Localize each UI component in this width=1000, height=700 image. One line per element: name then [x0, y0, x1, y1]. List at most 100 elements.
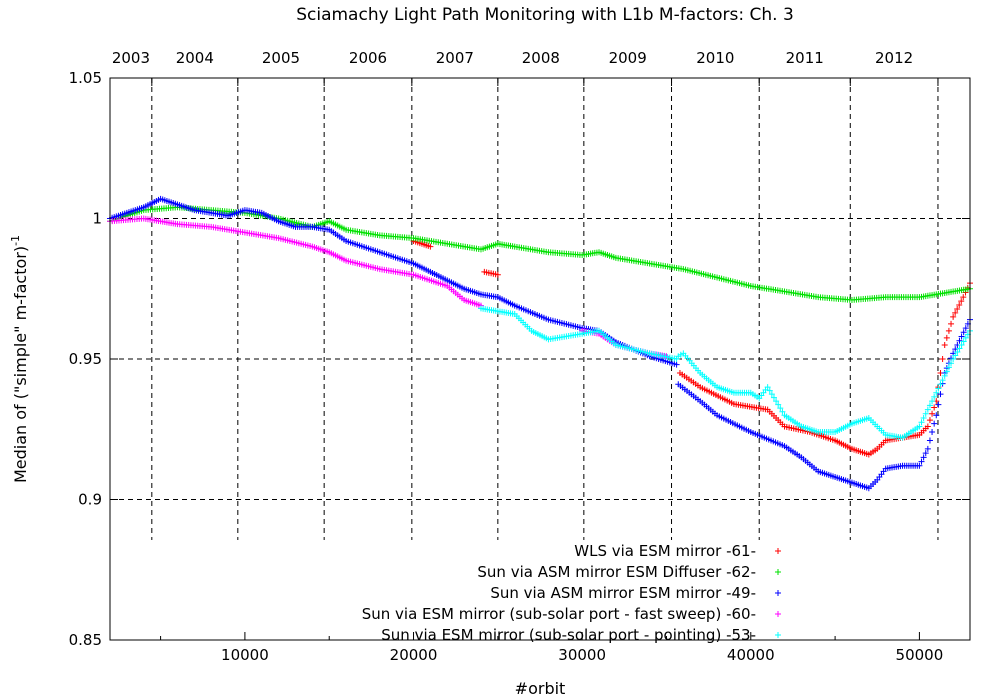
- data-point: [675, 353, 682, 360]
- data-point: [941, 372, 948, 379]
- plot-frame: [109, 77, 971, 641]
- data-point: [775, 632, 781, 638]
- data-point: [929, 410, 936, 417]
- data-point: [935, 385, 942, 392]
- data-point: [775, 590, 781, 596]
- data-point: [775, 548, 781, 554]
- data-point: [948, 360, 955, 367]
- x-tick-label: 40000: [727, 646, 775, 664]
- data-point: [924, 445, 931, 452]
- data-point: [954, 305, 961, 312]
- data-point: [929, 398, 936, 405]
- data-point: [962, 325, 969, 332]
- legend: WLS via ESM mirror -61- Sun via ASM mirro…: [362, 542, 781, 644]
- data-point: [933, 389, 940, 396]
- data-point: [939, 377, 946, 384]
- data-point: [494, 271, 501, 278]
- chart-title: Sciamachy Light Path Monitoring with L1b…: [296, 5, 794, 25]
- data-point: [939, 356, 946, 362]
- data-point: [952, 309, 959, 316]
- data-points: [107, 195, 973, 492]
- year-label: 2003: [112, 49, 150, 67]
- data-point: [952, 352, 959, 359]
- tick-labels: 0.85 0.9 0.95 1 1.05 10000 20000 30000 40000 5000…: [69, 49, 944, 664]
- data-point: [764, 384, 771, 391]
- data-point: [922, 450, 929, 457]
- data-point: [926, 437, 933, 444]
- series: [107, 215, 670, 360]
- data-point: [775, 569, 781, 575]
- year-label: 2012: [875, 49, 913, 67]
- data-point: [924, 406, 931, 413]
- data-point: [929, 429, 936, 436]
- data-point: [673, 361, 680, 368]
- x-tick-label: 10000: [221, 646, 269, 664]
- y-tick-label: 0.85: [69, 631, 102, 649]
- data-point: [948, 320, 955, 327]
- year-label: 2005: [262, 49, 300, 67]
- legend-label: Sun via ESM mirror (sub-solar port - poi…: [381, 626, 756, 644]
- data-point: [916, 462, 923, 469]
- series: [107, 204, 973, 303]
- y-tick-label: 0.9: [78, 491, 102, 509]
- data-point: [958, 298, 965, 305]
- data-point: [945, 364, 952, 371]
- data-point: [950, 313, 957, 320]
- data-point: [958, 341, 965, 348]
- data-point: [933, 412, 940, 419]
- year-label: 2010: [696, 49, 734, 67]
- x-tick-label: 50000: [896, 646, 944, 664]
- data-point: [926, 417, 933, 424]
- legend-label: Sun via ASM mirror ESM Diffuser -62-: [477, 563, 756, 581]
- data-point: [770, 394, 777, 401]
- year-label: 2011: [786, 49, 824, 67]
- series: [410, 237, 973, 458]
- data-point: [775, 611, 781, 617]
- data-point: [937, 381, 944, 388]
- data-point: [950, 356, 957, 362]
- year-label: 2009: [609, 49, 647, 67]
- y-tick-label: 1: [92, 210, 102, 228]
- data-point: [924, 423, 931, 430]
- year-label: 2007: [436, 49, 474, 67]
- data-point: [918, 419, 925, 426]
- data-point: [773, 398, 780, 405]
- data-point: [943, 368, 950, 375]
- data-point: [956, 345, 963, 352]
- data-point: [956, 302, 963, 309]
- grid: [110, 78, 970, 540]
- data-point: [918, 458, 925, 465]
- data-point: [937, 391, 944, 398]
- data-point: [920, 415, 927, 422]
- data-point: [931, 404, 938, 411]
- data-point: [931, 420, 938, 427]
- legend-label: Sun via ESM mirror (sub-solar port - fas…: [362, 605, 756, 623]
- data-point: [960, 294, 967, 301]
- legend-label: WLS via ESM mirror -61-: [574, 542, 756, 560]
- data-point: [956, 337, 963, 344]
- x-axis-label: #orbit: [515, 679, 566, 698]
- data-point: [960, 329, 967, 336]
- data-point: [916, 423, 923, 430]
- data-point: [935, 401, 942, 408]
- year-label: 2004: [176, 49, 214, 67]
- data-point: [427, 243, 434, 250]
- data-point: [941, 341, 948, 348]
- year-label: 2006: [349, 49, 387, 67]
- data-point: [777, 405, 784, 412]
- legend-label: Sun via ASM mirror ESM mirror -49-: [490, 584, 756, 602]
- y-tick-label: 1.05: [69, 69, 102, 87]
- data-point: [931, 393, 938, 400]
- y-tick-label: 0.95: [69, 350, 102, 368]
- year-label: 2008: [522, 49, 560, 67]
- data-point: [943, 334, 950, 341]
- y-axis-label: Median of ("simple" m-factor)-1: [9, 235, 30, 483]
- data-point: [775, 401, 782, 408]
- data-point: [768, 391, 775, 398]
- data-point: [920, 454, 927, 461]
- data-point: [958, 333, 965, 340]
- x-tick-label: 30000: [558, 646, 606, 664]
- data-point: [960, 338, 967, 345]
- data-point: [922, 410, 929, 417]
